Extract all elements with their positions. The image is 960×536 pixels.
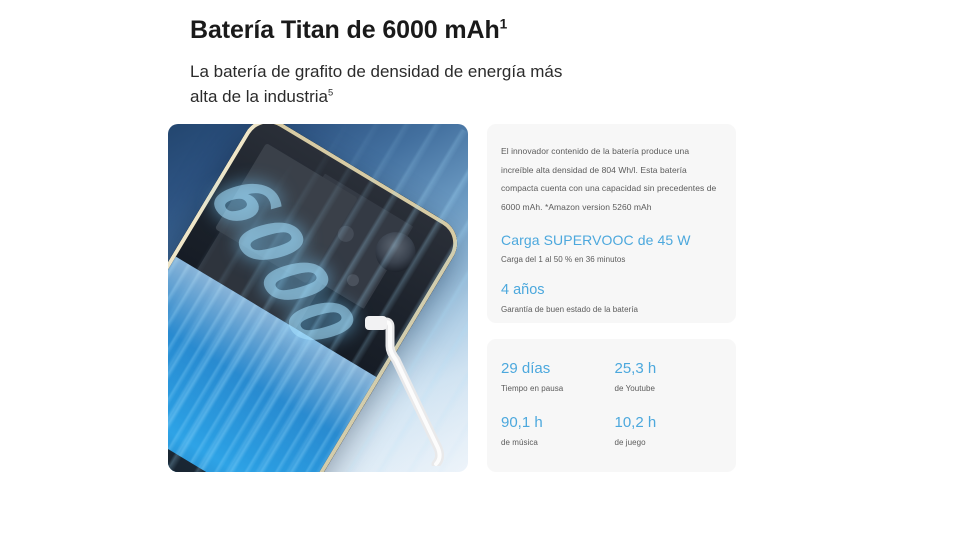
page-subtitle: La batería de grafito de densidad de ene… [190,59,585,109]
battery-stats-card: 29 días Tiempo en pausa 25,3 h de Youtub… [487,339,736,472]
stat-label: de juego [614,438,646,447]
heading-block: Batería Titan de 6000 mAh1 La batería de… [190,12,810,109]
stat-label: de música [501,438,538,447]
info-cards-column: El innovador contenido de la batería pro… [487,124,736,472]
page-title: Batería Titan de 6000 mAh1 [190,12,810,48]
stat-value: 29 días [501,360,551,377]
stat-label: de Youtube [614,384,656,393]
content-area: 6000 El innovador contenido de la baterí… [168,124,736,472]
battery-info-card: El innovador contenido de la batería pro… [487,124,736,323]
fast-charge-note: Carga del 1 al 50 % en 36 minutos [501,255,626,264]
stat-item: 25,3 h de Youtube [615,359,723,393]
hero-product-image: 6000 [168,124,468,472]
stat-value: 90,1 h [501,414,543,431]
page-subtitle-footnote-marker: 5 [327,87,334,98]
battery-description: El innovador contenido de la batería pro… [501,146,717,212]
page-title-text: Batería Titan de 6000 mAh [190,16,500,44]
warranty-title: 4 años [501,282,545,298]
stat-value: 25,3 h [614,360,657,377]
fast-charge-title: Carga SUPERVOOC de 45 W [501,232,691,248]
stat-value: 10,2 h [614,414,657,431]
page-title-footnote-marker: 1 [499,16,508,32]
stat-item: 10,2 h de juego [615,413,723,447]
stat-label: Tiempo en pausa [501,384,564,393]
page-subtitle-text: La batería de grafito de densidad de ene… [190,62,563,106]
stat-item: 29 días Tiempo en pausa [501,359,609,393]
stats-grid: 29 días Tiempo en pausa 25,3 h de Youtub… [501,359,722,447]
stat-item: 90,1 h de música [501,413,609,447]
warranty-note: Garantía de buen estado de la batería [501,305,639,314]
